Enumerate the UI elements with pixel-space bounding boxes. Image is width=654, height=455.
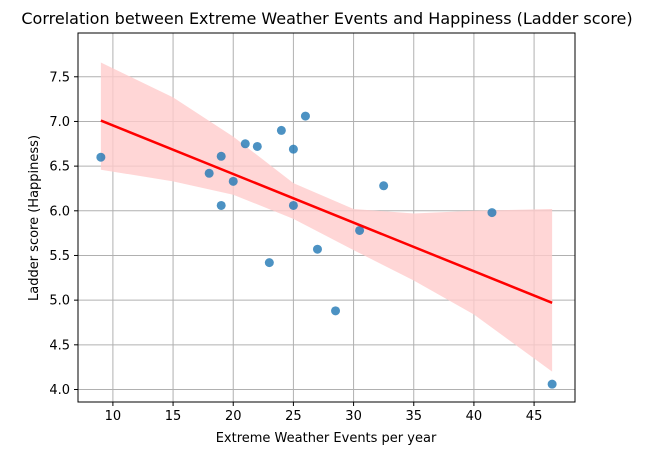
y-tick-label-3: 5.5 xyxy=(49,249,70,264)
y-tick-label-0: 4.0 xyxy=(49,383,70,398)
confidence-band-layer xyxy=(100,62,553,372)
x-tick-label-5: 35 xyxy=(405,409,422,424)
y-tick-label-5: 6.5 xyxy=(49,160,70,175)
x-axis-ticks: 10 15 20 25 30 35 40 45 xyxy=(105,402,543,424)
x-tick-label-3: 25 xyxy=(285,409,302,424)
data-point-7 xyxy=(264,258,274,268)
data-point-0 xyxy=(96,152,106,162)
data-points xyxy=(96,111,557,389)
y-tick-label-7: 7.5 xyxy=(49,70,70,85)
data-point-11 xyxy=(300,111,310,121)
confidence-band xyxy=(100,62,553,372)
chart-title: Correlation between Extreme Weather Even… xyxy=(21,9,632,28)
data-point-3 xyxy=(216,200,226,210)
data-point-16 xyxy=(487,208,497,218)
y-tick-label-1: 4.5 xyxy=(49,338,70,353)
data-point-5 xyxy=(240,139,250,149)
data-point-12 xyxy=(312,244,322,254)
data-point-9 xyxy=(288,144,298,154)
x-tick-label-0: 10 xyxy=(105,409,122,424)
regression-line-layer xyxy=(100,119,553,304)
x-tick-label-7: 45 xyxy=(526,409,543,424)
data-point-4 xyxy=(228,176,238,186)
regression-line xyxy=(100,119,553,304)
data-point-13 xyxy=(331,306,341,316)
x-axis-label: Extreme Weather Events per year xyxy=(216,431,437,446)
x-tick-label-1: 15 xyxy=(165,409,182,424)
data-point-15 xyxy=(379,181,389,191)
x-tick-label-6: 40 xyxy=(466,409,483,424)
y-tick-label-4: 6.0 xyxy=(49,204,70,219)
data-point-10 xyxy=(288,200,298,210)
data-point-14 xyxy=(355,225,365,235)
y-axis-ticks: 4.0 4.5 5.0 5.5 6.0 6.5 7.0 7.5 xyxy=(49,70,78,398)
y-axis-label: Ladder score (Happiness) xyxy=(27,135,42,301)
x-tick-label-4: 30 xyxy=(345,409,362,424)
y-tick-label-6: 7.0 xyxy=(49,115,70,130)
y-tick-label-2: 5.0 xyxy=(49,294,70,309)
data-point-6 xyxy=(252,141,262,151)
data-point-17 xyxy=(547,379,557,389)
data-point-2 xyxy=(216,151,226,161)
plot-frame xyxy=(77,32,576,403)
x-tick-label-2: 20 xyxy=(225,409,242,424)
data-point-8 xyxy=(276,125,286,135)
data-point-1 xyxy=(204,168,214,178)
